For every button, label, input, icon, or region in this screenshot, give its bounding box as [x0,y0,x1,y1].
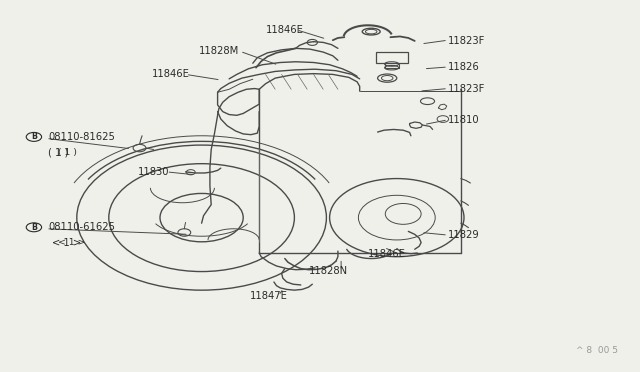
Text: 08110-61625: 08110-61625 [48,222,115,232]
Text: 11846E: 11846E [266,25,303,35]
Text: 08110-81625: 08110-81625 [48,132,115,142]
Text: B: B [31,132,37,141]
Text: 11846E: 11846E [152,70,190,79]
Text: 11828N: 11828N [309,266,348,276]
Text: 11846E: 11846E [368,249,406,259]
Text: ^ 8  00 5: ^ 8 00 5 [575,346,618,355]
Text: B: B [31,223,37,232]
Text: 11830: 11830 [138,167,169,177]
Text: 11823F: 11823F [448,36,485,46]
Text: 11810: 11810 [448,115,479,125]
Text: 11823F: 11823F [448,84,485,93]
Text: < 1 >: < 1 > [58,238,85,247]
Text: ( 1 ): ( 1 ) [58,148,76,157]
Text: 11847E: 11847E [250,291,287,301]
Text: 11828M: 11828M [198,46,239,56]
Text: ( 1 ): ( 1 ) [48,148,68,157]
Text: 11826: 11826 [448,62,480,72]
Text: 11829: 11829 [448,230,480,240]
Text: < 1 >: < 1 > [52,238,82,247]
